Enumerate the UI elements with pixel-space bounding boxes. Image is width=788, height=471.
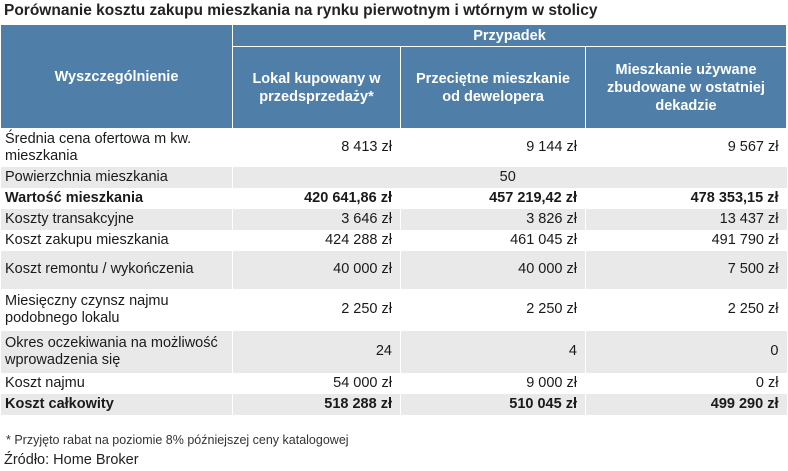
cell-value: 499 290 zł: [585, 393, 787, 415]
group-header: Przypadek: [232, 24, 787, 47]
cell-value: 478 353,15 zł: [585, 187, 787, 209]
footnote: * Przyjęto rabat na poziomie 8% późniejs…: [6, 433, 349, 447]
table-row: Koszt remontu / wykończenia 40 000 zł 40…: [0, 250, 787, 289]
row-label: Koszt zakupu mieszkania: [0, 229, 233, 251]
row-label: Koszt najmu: [0, 372, 233, 394]
row-label: Koszt całkowity: [0, 393, 233, 415]
cell-value: 9 000 zł: [400, 372, 586, 394]
source-note: Źródło: Home Broker: [4, 452, 139, 468]
cell-value: 40 000 zł: [232, 250, 401, 289]
cell-value: 8 413 zł: [232, 128, 401, 167]
table-row: Okres oczekiwania na możliwość wprowadze…: [0, 330, 787, 373]
cell-value: 54 000 zł: [232, 372, 401, 394]
cell-value: 491 790 zł: [585, 229, 787, 251]
cell-value: 13 437 zł: [585, 208, 787, 230]
cell-value: 461 045 zł: [400, 229, 586, 251]
table-row: Wartość mieszkania 420 641,86 zł 457 219…: [0, 187, 787, 209]
cell-value: 0: [585, 330, 787, 373]
table-title: Porównanie kosztu zakupu mieszkania na r…: [4, 2, 598, 19]
cell-value: 2 250 zł: [232, 288, 401, 331]
row-label: Miesięczny czynsz najmu podobnego lokalu: [0, 288, 233, 331]
row-label: Powierzchnia mieszkania: [0, 166, 233, 188]
table-row: Koszt najmu 54 000 zł 9 000 zł 0 zł: [0, 372, 787, 394]
cell-value: 420 641,86 zł: [232, 187, 401, 209]
cost-comparison-table: Wyszczególnienie Przypadek Lokal kupowan…: [0, 24, 787, 415]
cell-value: 4: [400, 330, 586, 373]
cell-value-merged: 50: [232, 166, 787, 188]
cell-value: 518 288 zł: [232, 393, 401, 415]
table-row: Koszt zakupu mieszkania 424 288 zł 461 0…: [0, 229, 787, 251]
table-row: Powierzchnia mieszkania 50: [0, 166, 787, 188]
cell-value: 2 250 zł: [585, 288, 787, 331]
row-label: Okres oczekiwania na możliwość wprowadze…: [0, 330, 233, 373]
cell-value: 0 zł: [585, 372, 787, 394]
cell-value: 9 567 zł: [585, 128, 787, 167]
row-label: Wartość mieszkania: [0, 187, 233, 209]
cell-value: 3 646 zł: [232, 208, 401, 230]
cell-value: 3 826 zł: [400, 208, 586, 230]
column-header-used: Mieszkanie używane zbudowane w ostatniej…: [585, 46, 787, 129]
row-label-header: Wyszczególnienie: [0, 24, 233, 129]
cell-value: 510 045 zł: [400, 393, 586, 415]
cell-value: 424 288 zł: [232, 229, 401, 251]
cell-value: 7 500 zł: [585, 250, 787, 289]
row-label: Koszt remontu / wykończenia: [0, 250, 233, 289]
column-header-presale: Lokal kupowany w przedsprzedaży*: [232, 46, 401, 129]
cell-value: 40 000 zł: [400, 250, 586, 289]
table-row: Koszt całkowity 518 288 zł 510 045 zł 49…: [0, 393, 787, 415]
row-label: Średnia cena ofertowa m kw. mieszkania: [0, 128, 233, 167]
table-row: Koszty transakcyjne 3 646 zł 3 826 zł 13…: [0, 208, 787, 230]
table-row: Średnia cena ofertowa m kw. mieszkania 8…: [0, 128, 787, 167]
column-header-developer: Przeciętne mieszkanie od dewelopera: [400, 46, 586, 129]
cell-value: 2 250 zł: [400, 288, 586, 331]
cell-value: 457 219,42 zł: [400, 187, 586, 209]
table-row: Miesięczny czynsz najmu podobnego lokalu…: [0, 288, 787, 331]
row-label: Koszty transakcyjne: [0, 208, 233, 230]
cell-value: 24: [232, 330, 401, 373]
cell-value: 9 144 zł: [400, 128, 586, 167]
